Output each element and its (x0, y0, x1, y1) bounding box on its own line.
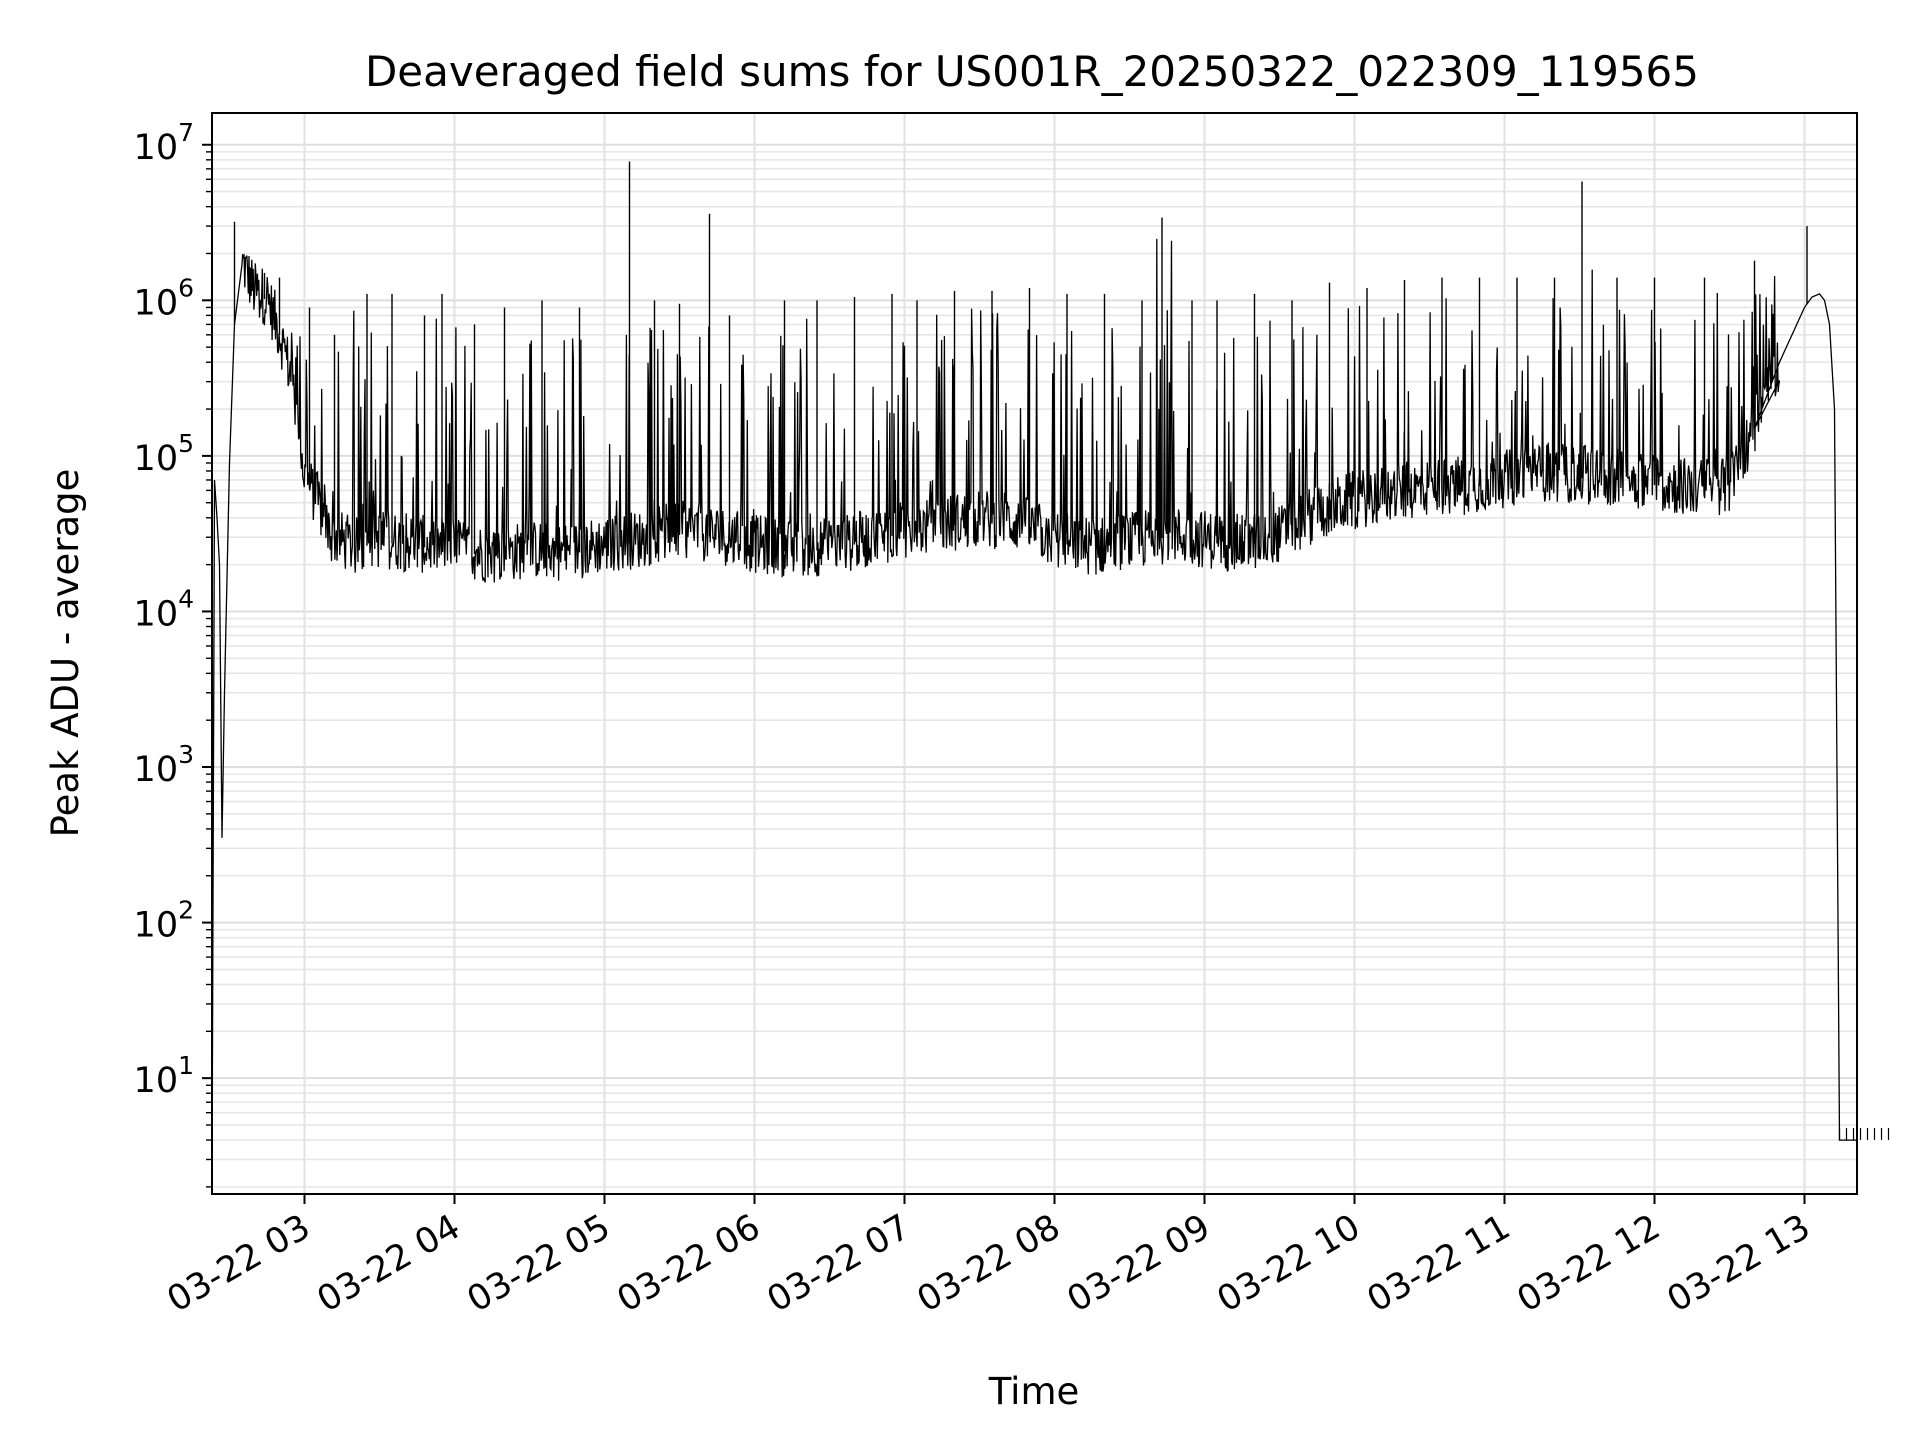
y-tick-base: 10 (134, 128, 179, 168)
y-tick-exponent: 7 (178, 118, 194, 147)
y-tick-exponent: 3 (178, 740, 194, 769)
y-tick-label: 106 (134, 273, 194, 323)
series-line (211, 161, 1890, 1187)
y-tick-base: 10 (134, 283, 179, 323)
y-tick-label: 101 (134, 1051, 194, 1101)
grid-lines (212, 113, 1857, 1194)
y-tick-exponent: 6 (178, 273, 194, 302)
y-tick-label: 103 (134, 740, 194, 790)
y-tick-base: 10 (134, 750, 179, 790)
y-tick-label: 107 (134, 118, 194, 168)
y-tick-label: 105 (134, 429, 194, 479)
y-tick-exponent: 5 (178, 429, 194, 458)
y-tick-exponent: 2 (178, 896, 194, 925)
y-tick-base: 10 (134, 906, 179, 946)
y-tick-exponent: 4 (178, 584, 194, 613)
y-tick-base: 10 (134, 439, 179, 479)
y-axis-label: Peak ADU - average (44, 469, 87, 838)
series-trace (211, 238, 1857, 1187)
y-tick-base: 10 (134, 594, 179, 634)
y-tick-label: 102 (134, 896, 194, 946)
y-tick-base: 10 (134, 1061, 179, 1101)
chart-title: Deaveraged field sums for US001R_2025032… (365, 47, 1699, 96)
plot-frame (211, 112, 1858, 1195)
y-tick-label: 104 (134, 584, 194, 634)
y-tick-exponent: 1 (178, 1051, 194, 1080)
x-axis-label: Time (988, 1370, 1080, 1413)
